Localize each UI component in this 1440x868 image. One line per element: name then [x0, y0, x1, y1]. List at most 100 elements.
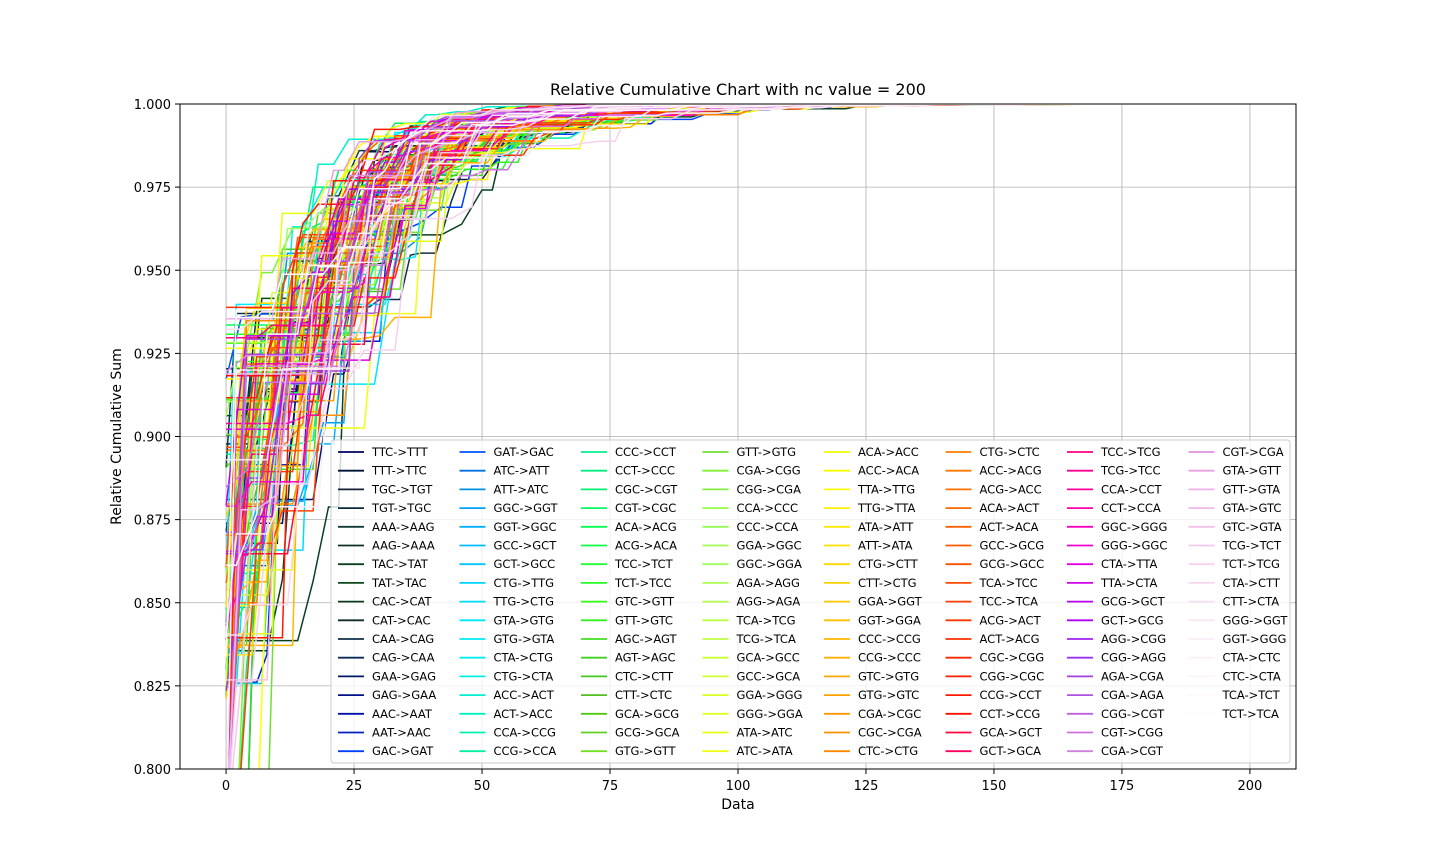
- legend-entry-label: GCT->GCC: [494, 557, 556, 571]
- legend-entry-label: GTA->GTT: [1223, 464, 1282, 478]
- legend-entry-label: ATA->ATC: [737, 726, 793, 740]
- legend-entry-label: ACT->ACA: [980, 520, 1039, 534]
- legend-entry-label: CCC->CCA: [737, 520, 799, 534]
- legend-entry-label: GGT->GGC: [494, 520, 557, 534]
- legend-entry-label: GTA->GTG: [494, 613, 554, 627]
- y-tick-label: 1.000: [134, 98, 171, 113]
- legend-entry-label: GTC->GTG: [858, 669, 919, 683]
- legend-entry-label: CGG->CGC: [980, 669, 1045, 683]
- legend-entry-label: CTG->CTT: [858, 557, 919, 571]
- legend-entry-label: ATC->ATT: [494, 464, 551, 478]
- legend-entry-label: CTA->TTA: [1101, 557, 1158, 571]
- legend-entry-label: TCA->TCC: [979, 576, 1038, 590]
- legend-entry-label: GCC->GCG: [980, 539, 1045, 553]
- x-tick-label: 25: [346, 779, 363, 794]
- legend-entry-label: GCA->GCC: [737, 651, 800, 665]
- legend-entry-label: TGT->TGC: [371, 501, 431, 515]
- legend-entry-label: ACC->ACT: [494, 688, 555, 702]
- legend-entry-label: CGA->CGC: [858, 707, 921, 721]
- legend-entry-label: TCT->TCC: [614, 576, 672, 590]
- legend-entry-label: CGA->CGG: [737, 464, 801, 478]
- legend-entry-label: TCT->TCG: [1222, 557, 1280, 571]
- legend-entry-label: GCA->GCG: [615, 707, 679, 721]
- legend-entry-label: TTA->CTA: [1100, 576, 1158, 590]
- legend-entry-label: GCC->GCA: [737, 669, 801, 683]
- legend-entry-label: AGG->AGA: [737, 595, 801, 609]
- y-tick-label: 0.925: [134, 347, 171, 362]
- legend-entry-label: ACT->ACG: [980, 632, 1040, 646]
- legend-entry-label: CCG->CCC: [858, 651, 921, 665]
- legend-entry-label: AGA->AGG: [737, 576, 800, 590]
- legend-entry-label: AAG->AAA: [372, 539, 435, 553]
- legend-entry-label: GTT->GTG: [737, 445, 797, 459]
- legend-entry-label: CGG->CGA: [737, 482, 802, 496]
- x-tick-label: 75: [602, 779, 619, 794]
- legend-entry-label: TCA->TCT: [1222, 688, 1281, 702]
- legend-entry-label: CTT->CTG: [858, 576, 917, 590]
- legend-entry-label: GTC->GTT: [615, 595, 675, 609]
- legend-entry-label: GAA->GAG: [372, 669, 436, 683]
- axis-ticks: 0 25 50 75 100 125 150 175 200 0.800 0.825 0.850 0.8…: [134, 98, 1263, 794]
- legend-entry-label: TGC->TGT: [371, 482, 433, 496]
- chart-title: Relative Cumulative Chart with nc value …: [550, 80, 926, 99]
- legend-entry-label: CTT->CTC: [615, 688, 672, 702]
- y-tick-label: 0.800: [134, 763, 171, 778]
- x-tick-label: 175: [1110, 779, 1135, 794]
- legend-entry-label: ACG->ACC: [980, 482, 1042, 496]
- legend-entry-label: GGC->GGA: [737, 557, 802, 571]
- legend-entry-label: TTG->TTA: [857, 501, 915, 515]
- legend-box: [330, 439, 1291, 764]
- legend-entry-label: CCC->CCT: [615, 445, 677, 459]
- legend-entry-label: TCG->TCC: [1100, 464, 1161, 478]
- legend-entry-label: CTA->CTC: [1223, 651, 1281, 665]
- legend-entry-label: GCA->GCT: [980, 726, 1043, 740]
- legend-entry-label: CTC->CTT: [615, 669, 674, 683]
- legend-entry-label: CGA->CGT: [1101, 744, 1164, 758]
- legend-entry-label: TTG->CTG: [493, 595, 555, 609]
- legend-entry-label: ACC->ACA: [858, 464, 919, 478]
- legend-entry-label: AGA->CGA: [1101, 669, 1164, 683]
- legend-entry-label: CTC->CTG: [858, 744, 918, 758]
- legend-entry-label: CAA->CAG: [372, 632, 434, 646]
- legend-entry-label: GGT->GGG: [1223, 632, 1287, 646]
- x-tick-label: 50: [474, 779, 491, 794]
- legend-entry-label: CGC->CGA: [858, 726, 922, 740]
- y-tick-label: 0.900: [134, 431, 171, 446]
- legend-entry-label: AGC->AGT: [615, 632, 678, 646]
- legend-entry-label: TCC->TCG: [1100, 445, 1161, 459]
- legend-entry-label: GCT->GCA: [980, 744, 1042, 758]
- legend-entry-label: CTA->CTG: [494, 651, 554, 665]
- series-line: [226, 104, 1250, 656]
- legend-entry-label: CCG->CCA: [494, 744, 557, 758]
- x-tick-label: 125: [854, 779, 879, 794]
- legend-entry-label: CGG->AGG: [1101, 651, 1166, 665]
- legend-entry-label: ATA->ATT: [858, 520, 914, 534]
- legend-entry-label: AGT->AGC: [615, 651, 676, 665]
- legend-entry-label: CGG->CGT: [1101, 707, 1165, 721]
- legend-entry-label: TCG->TCA: [736, 632, 796, 646]
- legend-entry-label: AAA->AAG: [372, 520, 435, 534]
- legend-entry-label: CCC->CCG: [858, 632, 921, 646]
- legend-entry-label: GTT->GTC: [615, 613, 673, 627]
- legend-entry-label: TCC->TCA: [979, 595, 1039, 609]
- legend-entry-label: GGT->GGA: [858, 613, 921, 627]
- y-tick-label: 0.975: [134, 181, 171, 196]
- series-line: [226, 104, 1250, 319]
- legend-entry-label: ACT->ACC: [494, 707, 553, 721]
- legend-entry-label: ACG->ACA: [615, 539, 677, 553]
- legend-entry-label: ACA->ACG: [615, 520, 677, 534]
- legend-entry-label: CTG->CTC: [980, 445, 1040, 459]
- legend-entry-label: GGG->GGA: [737, 707, 803, 721]
- legend-entry-label: CGC->CGT: [615, 482, 678, 496]
- legend-entry-label: GTG->GTT: [615, 744, 677, 758]
- legend-entry-label: CGA->AGA: [1101, 688, 1164, 702]
- legend-entry-label: GGA->GGG: [737, 688, 803, 702]
- legend-entry-label: GCT->GCG: [1101, 613, 1164, 627]
- legend-entry-label: ACG->ACT: [980, 613, 1042, 627]
- legend-entry-label: GAG->GAA: [372, 688, 436, 702]
- legend-entry-label: GTG->GTC: [858, 688, 919, 702]
- legend-entry-label: TTC->TTT: [371, 445, 429, 459]
- legend-entry-label: TTA->TTG: [857, 482, 915, 496]
- legend-entry-label: GAT->GAC: [494, 445, 554, 459]
